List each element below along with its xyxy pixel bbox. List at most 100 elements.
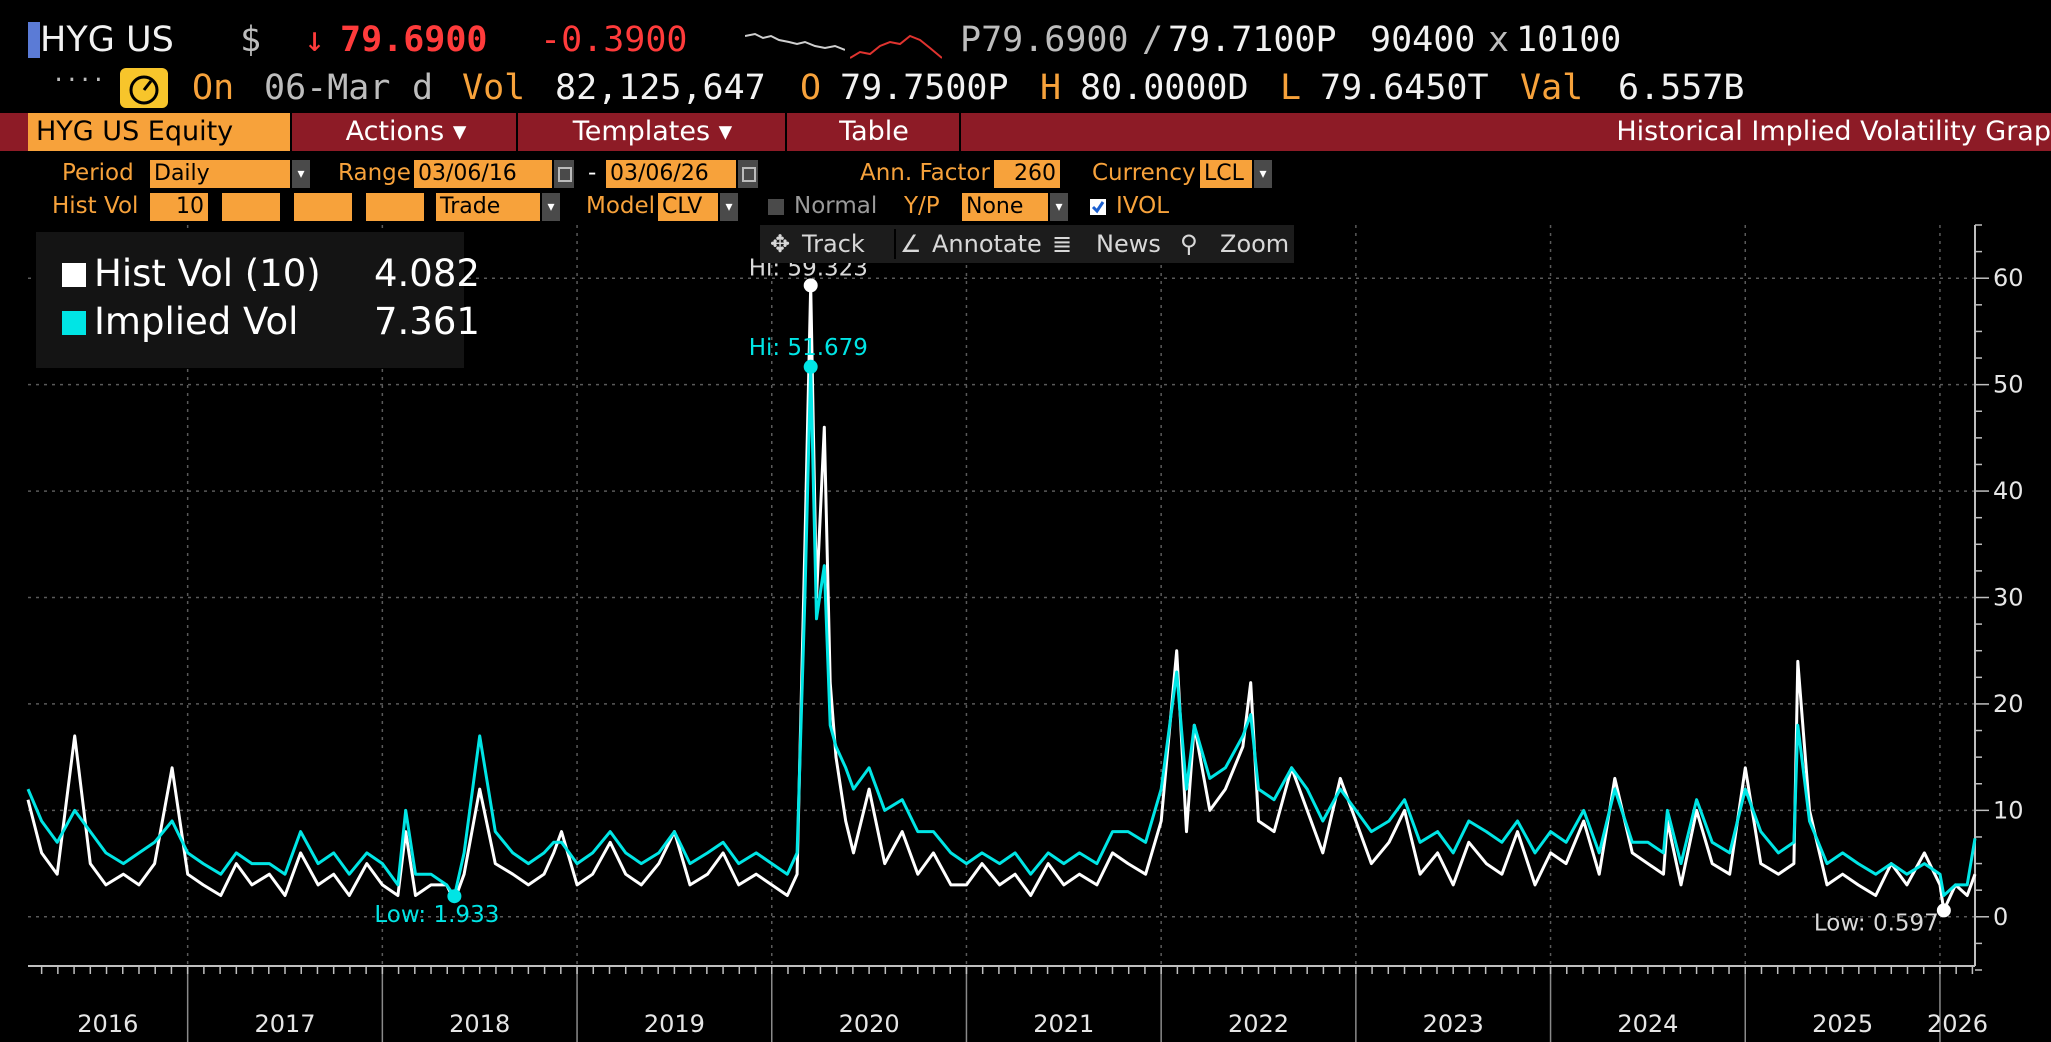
range-label: Range [338, 160, 411, 186]
daily-sparkline-icon [850, 34, 942, 59]
period-select[interactable]: Daily [150, 160, 290, 188]
chevron-down-icon[interactable]: ▾ [1254, 160, 1272, 188]
range-end-input[interactable]: 03/06/26 [606, 160, 736, 188]
currency-label: Currency [1092, 160, 1196, 186]
news-list-icon[interactable]: ≣ [1052, 230, 1073, 258]
annotation-label: Low: 1.933 [374, 902, 499, 928]
chart-toolbar: ✥ Track ∠ Annotate ≣ News ⚲ Zoom [760, 225, 1294, 263]
bid-price: P79.6900 [960, 20, 1129, 60]
hist-vol-window-4-input[interactable] [366, 193, 424, 221]
function-title: Historical Implied Volatility Grap [1616, 116, 2051, 147]
hist-vol-window-input[interactable]: 10 [150, 193, 208, 221]
tab-templates[interactable]: Templates ▾ [520, 113, 787, 151]
hist-vol-window-3-input[interactable] [294, 193, 352, 221]
legend-hist-label: Hist Vol (10) [94, 252, 321, 295]
hist-vol-label: Hist Vol [52, 193, 139, 219]
y-tick-label: 0 [1993, 903, 2008, 931]
price-change: -0.3900 [540, 20, 688, 60]
tab-security[interactable]: HYG US Equity [28, 113, 292, 151]
hist-vol-window-value: 10 [176, 194, 204, 219]
annotation-label: Hi: 51.679 [749, 335, 868, 361]
down-arrow-icon: ↓ [304, 20, 326, 60]
ivol-label: IVOL [1116, 193, 1170, 219]
tab-table[interactable]: Table [789, 113, 961, 151]
ticker[interactable]: HYG US [40, 20, 174, 60]
yp-label: Y/P [904, 193, 940, 219]
intraday-sparkline-icon [745, 32, 845, 51]
y-tick-label: 30 [1993, 584, 2024, 612]
ask-size: 10100 [1516, 20, 1622, 60]
quote-date: 06-Mar [264, 68, 391, 108]
legend-implied-vol: Implied Vol 7.361 [62, 300, 480, 343]
val-label: Val [1520, 68, 1584, 108]
ask-price: 79.7100P [1168, 20, 1337, 60]
chevron-down-icon[interactable]: ▾ [720, 193, 738, 221]
x-tick-label: 2025 [1812, 1010, 1873, 1038]
x-tick-label: 2021 [1033, 1010, 1094, 1038]
x-tick-label: 2018 [449, 1010, 510, 1038]
yp-select[interactable]: None [962, 193, 1048, 221]
model-select[interactable]: CLV [658, 193, 718, 221]
range-dash: - [588, 160, 597, 186]
annotation-marker [1936, 903, 1951, 918]
annotation-marker [803, 278, 818, 293]
open-label: O [800, 68, 822, 108]
size-separator: x [1488, 20, 1510, 60]
legend-hist-value: 4.082 [374, 252, 480, 295]
price-type-select[interactable]: Trade [436, 193, 540, 221]
currency-select[interactable]: LCL [1200, 160, 1252, 188]
normal-label: Normal [794, 193, 878, 219]
x-tick-label: 2024 [1617, 1010, 1678, 1038]
low-label: L [1280, 68, 1302, 108]
zoom-button[interactable]: Zoom [1220, 230, 1290, 258]
normal-checkbox[interactable] [768, 199, 784, 215]
x-tick-label: 2023 [1423, 1010, 1484, 1038]
x-tick-label: 2016 [77, 1010, 138, 1038]
calendar-icon[interactable] [738, 160, 758, 188]
more-dots[interactable]: .... [52, 62, 105, 87]
legend-implied-label: Implied Vol [94, 300, 299, 343]
y-tick-label: 20 [1993, 690, 2024, 718]
ivol-checkbox[interactable] [1090, 199, 1106, 215]
crosshair-icon[interactable]: ✥ [770, 230, 791, 258]
chevron-down-icon[interactable]: ▾ [292, 160, 310, 188]
y-tick-label: 60 [1993, 264, 2024, 292]
chevron-down-icon[interactable]: ▾ [1050, 193, 1068, 221]
speedometer-icon[interactable] [120, 68, 168, 108]
calendar-icon[interactable] [554, 160, 574, 188]
annotation-label: Low: 0.597 [1814, 910, 1939, 936]
ann-factor-label: Ann. Factor [860, 160, 990, 186]
news-button[interactable]: News [1096, 230, 1161, 258]
series-line-implied-vol [26, 365, 1977, 898]
track-button[interactable]: Track [802, 230, 865, 258]
volume-value: 82,125,647 [555, 68, 766, 108]
currency-symbol: $ [240, 20, 262, 60]
range-start-input[interactable]: 03/06/16 [414, 160, 552, 188]
series-line-hist-vol [26, 284, 1977, 912]
y-tick-label: 50 [1993, 371, 2024, 399]
high-label: H [1040, 68, 1062, 108]
x-tick-label: 2019 [644, 1010, 705, 1038]
x-tick-label: 2020 [839, 1010, 900, 1038]
on-label: On [192, 68, 235, 108]
y-tick-label: 40 [1993, 477, 2024, 505]
open-value: 79.7500P [840, 68, 1009, 108]
volume-label: Vol [462, 68, 526, 108]
bid-ask-separator: / [1142, 20, 1164, 60]
ticker-indicator [28, 22, 40, 58]
magnifier-icon[interactable]: ⚲ [1180, 230, 1198, 258]
legend-swatch-hist [62, 263, 86, 287]
ann-factor-input[interactable]: 260 [994, 160, 1060, 188]
function-tab-bar: HYG US Equity Actions ▾ Templates ▾ Tabl… [0, 113, 2051, 151]
period-label: Period [62, 160, 134, 186]
annotate-button[interactable]: Annotate [932, 230, 1042, 258]
hist-vol-window-2-input[interactable] [222, 193, 280, 221]
tab-actions[interactable]: Actions ▾ [296, 113, 518, 151]
pencil-icon[interactable]: ∠ [900, 230, 922, 258]
annotation-marker [803, 359, 818, 374]
chevron-down-icon[interactable]: ▾ [542, 193, 560, 221]
x-tick-label: 2026 [1927, 1010, 1988, 1038]
legend-hist-vol: Hist Vol (10) 4.082 [62, 252, 480, 295]
x-tick-label: 2022 [1228, 1010, 1289, 1038]
